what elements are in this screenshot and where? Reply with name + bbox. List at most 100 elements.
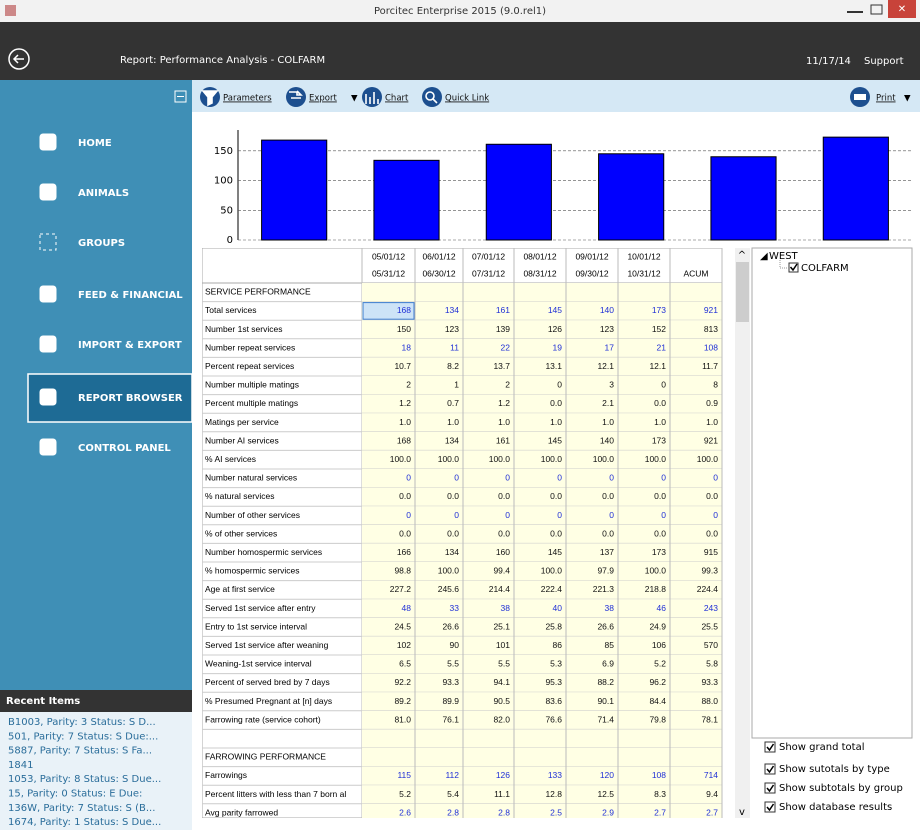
cell[interactable]: 40 bbox=[553, 603, 563, 613]
cell[interactable]: 0 bbox=[406, 473, 411, 483]
minimize[interactable] bbox=[847, 11, 863, 13]
option-label[interactable]: Show grand total bbox=[779, 742, 864, 753]
cell[interactable]: 108 bbox=[652, 770, 666, 780]
recent-item[interactable]: 1674, Parity: 1 Status: S Due... bbox=[8, 817, 161, 828]
cell[interactable]: 18 bbox=[402, 342, 412, 352]
recent-item[interactable]: 136W, Parity: 7 Status: S (B... bbox=[8, 803, 155, 814]
option-check[interactable] bbox=[764, 801, 776, 813]
cell[interactable]: 145 bbox=[548, 305, 562, 315]
toolbar-parameters[interactable]: Parameters bbox=[223, 94, 272, 104]
recent-item[interactable]: 501, Parity: 7 Status: S Due:... bbox=[8, 731, 158, 742]
cell[interactable]: 0 bbox=[609, 510, 614, 520]
cell[interactable]: 0 bbox=[661, 473, 666, 483]
cell[interactable]: 2.9 bbox=[602, 807, 614, 817]
cell[interactable]: 140 bbox=[600, 305, 614, 315]
maximize[interactable] bbox=[870, 4, 883, 15]
cell[interactable]: 0 bbox=[661, 510, 666, 520]
cell[interactable]: 22 bbox=[501, 342, 511, 352]
cell[interactable]: 0 bbox=[557, 473, 562, 483]
cell[interactable]: 2.6 bbox=[399, 807, 411, 817]
cell[interactable]: 0 bbox=[505, 473, 510, 483]
cell[interactable]: 38 bbox=[605, 603, 615, 613]
col-from: 08/01/12 bbox=[523, 251, 556, 261]
recent-item[interactable]: B1003, Parity: 3 Status: S D... bbox=[8, 717, 156, 728]
cell[interactable]: 0 bbox=[454, 473, 459, 483]
cell[interactable]: 108 bbox=[704, 342, 718, 352]
toolbar-print[interactable]: Print bbox=[876, 94, 896, 104]
option-label[interactable]: Show sutotals by type bbox=[779, 764, 890, 775]
cell[interactable]: 48 bbox=[402, 603, 412, 613]
cell[interactable]: 17 bbox=[605, 342, 615, 352]
option-check[interactable] bbox=[764, 782, 776, 794]
option-label[interactable]: Show database results bbox=[779, 802, 892, 813]
scroll-down[interactable]: v bbox=[739, 807, 745, 818]
nav-item[interactable]: ANIMALS bbox=[78, 188, 129, 199]
option-check[interactable] bbox=[764, 741, 776, 753]
nav-item[interactable]: CONTROL PANEL bbox=[78, 443, 171, 454]
cell[interactable]: 0 bbox=[713, 473, 718, 483]
cell[interactable]: 11 bbox=[450, 342, 459, 352]
nav-item[interactable]: GROUPS bbox=[78, 238, 125, 249]
cell[interactable]: 2.5 bbox=[550, 807, 562, 817]
back-button[interactable] bbox=[8, 48, 30, 70]
cell[interactable]: 0 bbox=[713, 510, 718, 520]
cell: 0.0 bbox=[706, 528, 718, 538]
tree-root[interactable]: WEST bbox=[769, 251, 799, 262]
cell[interactable]: 134 bbox=[445, 305, 459, 315]
cell[interactable]: 243 bbox=[704, 603, 718, 613]
cell[interactable]: 0 bbox=[505, 510, 510, 520]
cell[interactable]: 38 bbox=[501, 603, 511, 613]
cell: 86 bbox=[553, 640, 563, 650]
cell[interactable]: 921 bbox=[704, 305, 718, 315]
cell[interactable]: 2.7 bbox=[654, 807, 666, 817]
cell[interactable]: 0 bbox=[557, 510, 562, 520]
recent-item[interactable]: 1053, Parity: 8 Status: S Due... bbox=[8, 774, 161, 785]
recent-item[interactable]: 1841 bbox=[8, 760, 33, 771]
scroll-up[interactable]: ^ bbox=[738, 250, 746, 261]
option-label[interactable]: Show subtotals by group bbox=[779, 783, 903, 794]
cell[interactable]: 0 bbox=[406, 510, 411, 520]
toolbar-icon[interactable] bbox=[422, 87, 442, 107]
nav-icon bbox=[39, 133, 57, 151]
cell[interactable]: 133 bbox=[548, 770, 562, 780]
recent-item[interactable]: 15, Parity: 0 Status: E Due: bbox=[8, 789, 142, 800]
cell[interactable]: 2.7 bbox=[706, 807, 718, 817]
nav-item[interactable]: IMPORT & EXPORT bbox=[78, 340, 182, 351]
cell[interactable]: 2.8 bbox=[498, 807, 510, 817]
nav-item[interactable]: FEED & FINANCIAL bbox=[78, 290, 183, 301]
scroll-thumb[interactable] bbox=[736, 262, 749, 322]
support[interactable]: Support bbox=[864, 56, 904, 67]
toolbar-chart[interactable]: Chart bbox=[385, 94, 409, 104]
cell[interactable]: 46 bbox=[657, 603, 667, 613]
cell[interactable]: 714 bbox=[704, 770, 718, 780]
option-check[interactable] bbox=[764, 763, 776, 775]
nav-item[interactable]: HOME bbox=[78, 138, 112, 149]
cell[interactable]: 0 bbox=[609, 473, 614, 483]
cell[interactable]: 115 bbox=[397, 770, 411, 780]
cell: 82.0 bbox=[493, 714, 510, 724]
cell[interactable]: 19 bbox=[553, 342, 563, 352]
scrollbar[interactable] bbox=[735, 248, 750, 818]
cell[interactable]: 168 bbox=[397, 305, 411, 315]
cell[interactable]: 173 bbox=[652, 305, 666, 315]
cell[interactable]: 2.8 bbox=[447, 807, 459, 817]
nav-item[interactable]: REPORT BROWSER bbox=[78, 393, 183, 404]
close[interactable] bbox=[888, 0, 916, 18]
toolbar-icon[interactable] bbox=[362, 87, 382, 107]
cell[interactable]: 0 bbox=[454, 510, 459, 520]
cell[interactable]: 161 bbox=[496, 305, 510, 315]
tree-expander[interactable]: ◢ bbox=[760, 251, 768, 262]
tree-child[interactable]: COLFARM bbox=[801, 263, 849, 274]
tree-check[interactable] bbox=[788, 262, 799, 273]
recent-item[interactable]: 5887, Parity: 7 Status: S Fa... bbox=[8, 746, 152, 757]
cell[interactable]: 112 bbox=[445, 770, 459, 780]
cell[interactable]: 21 bbox=[657, 342, 667, 352]
cell[interactable]: 120 bbox=[600, 770, 614, 780]
row-bg bbox=[362, 580, 722, 600]
toolbar-export[interactable]: Export bbox=[309, 94, 337, 104]
toolbar-quick-link[interactable]: Quick Link bbox=[445, 94, 489, 104]
cell[interactable]: 33 bbox=[450, 603, 460, 613]
toolbar-icon[interactable] bbox=[286, 87, 306, 107]
collapse[interactable] bbox=[174, 90, 187, 103]
cell[interactable]: 126 bbox=[496, 770, 510, 780]
